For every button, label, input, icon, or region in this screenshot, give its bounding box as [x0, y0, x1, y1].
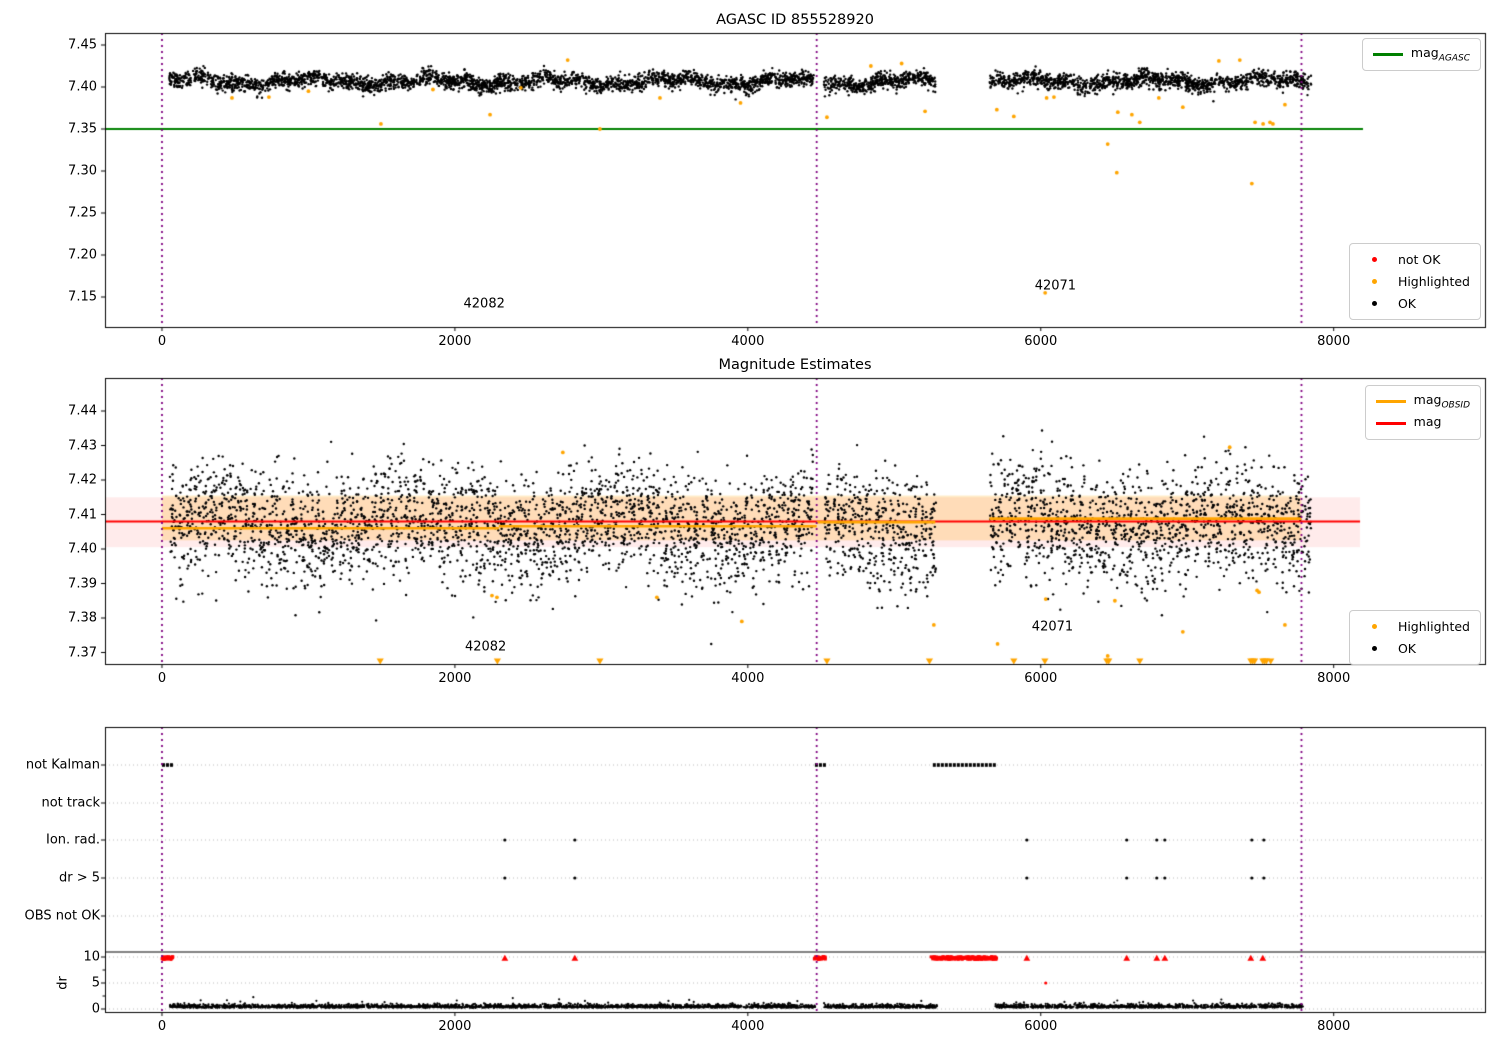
legend-label: not OK [1397, 252, 1441, 267]
legend-dot-swatch [1360, 643, 1390, 655]
green-line-sample [1372, 53, 1403, 56]
legend-label: magOBSID [1414, 392, 1470, 411]
legend-line-swatch [1375, 396, 1406, 408]
legend-label-sub: OBSID [1441, 400, 1470, 411]
black-dot-sample [1372, 646, 1378, 651]
orange-dot-sample [1372, 279, 1378, 284]
plot1-title: AGASC ID 855528920 [716, 12, 874, 28]
legend-label-sub: AGASC [1438, 53, 1470, 64]
legend-row-not-ok: not OK [1360, 251, 1470, 268]
plot2-title: Magnitude Estimates [718, 357, 872, 373]
legend-label: magAGASC [1411, 45, 1470, 64]
black-dot-sample [1372, 301, 1378, 306]
legend-mag-agasc: magAGASC [1361, 38, 1481, 71]
legend-dot-swatch [1360, 276, 1390, 288]
legend-label-main: mag [1413, 414, 1442, 430]
legend-line-swatch [1372, 49, 1403, 61]
red-dot-sample [1372, 257, 1378, 262]
legend-line-swatch [1375, 418, 1406, 430]
legend-row-mag-obsid: magOBSID [1375, 392, 1470, 411]
red-line-sample [1375, 422, 1406, 425]
legend-label: Highlighted [1397, 619, 1470, 634]
legend-row-ok: OK [1360, 640, 1470, 657]
legend-dot-swatch [1360, 298, 1390, 310]
legend-label-main: mag [1410, 45, 1439, 61]
legend-dot-swatch [1360, 621, 1390, 633]
legend-label: OK [1397, 296, 1416, 311]
orange-line-sample [1375, 400, 1406, 403]
legend-row-mag: mag [1375, 414, 1470, 433]
legend-label: Highlighted [1397, 274, 1470, 289]
legend-row-mag-agasc: magAGASC [1372, 45, 1470, 64]
legend-row-highlighted: Highlighted [1360, 618, 1470, 635]
legend-row-highlighted: Highlighted [1360, 273, 1470, 290]
legend-mag-obsid: magOBSID mag [1364, 385, 1481, 440]
legend-dot-swatch [1360, 254, 1390, 266]
legend-point-status-top: not OK Highlighted OK [1348, 243, 1481, 320]
legend-label-main: mag [1413, 392, 1442, 408]
legend-row-ok: OK [1360, 295, 1470, 312]
legend-point-status-middle: Highlighted OK [1348, 610, 1481, 665]
legend-label: mag [1414, 414, 1442, 433]
legend-label: OK [1397, 641, 1416, 656]
orange-dot-sample [1372, 624, 1378, 629]
